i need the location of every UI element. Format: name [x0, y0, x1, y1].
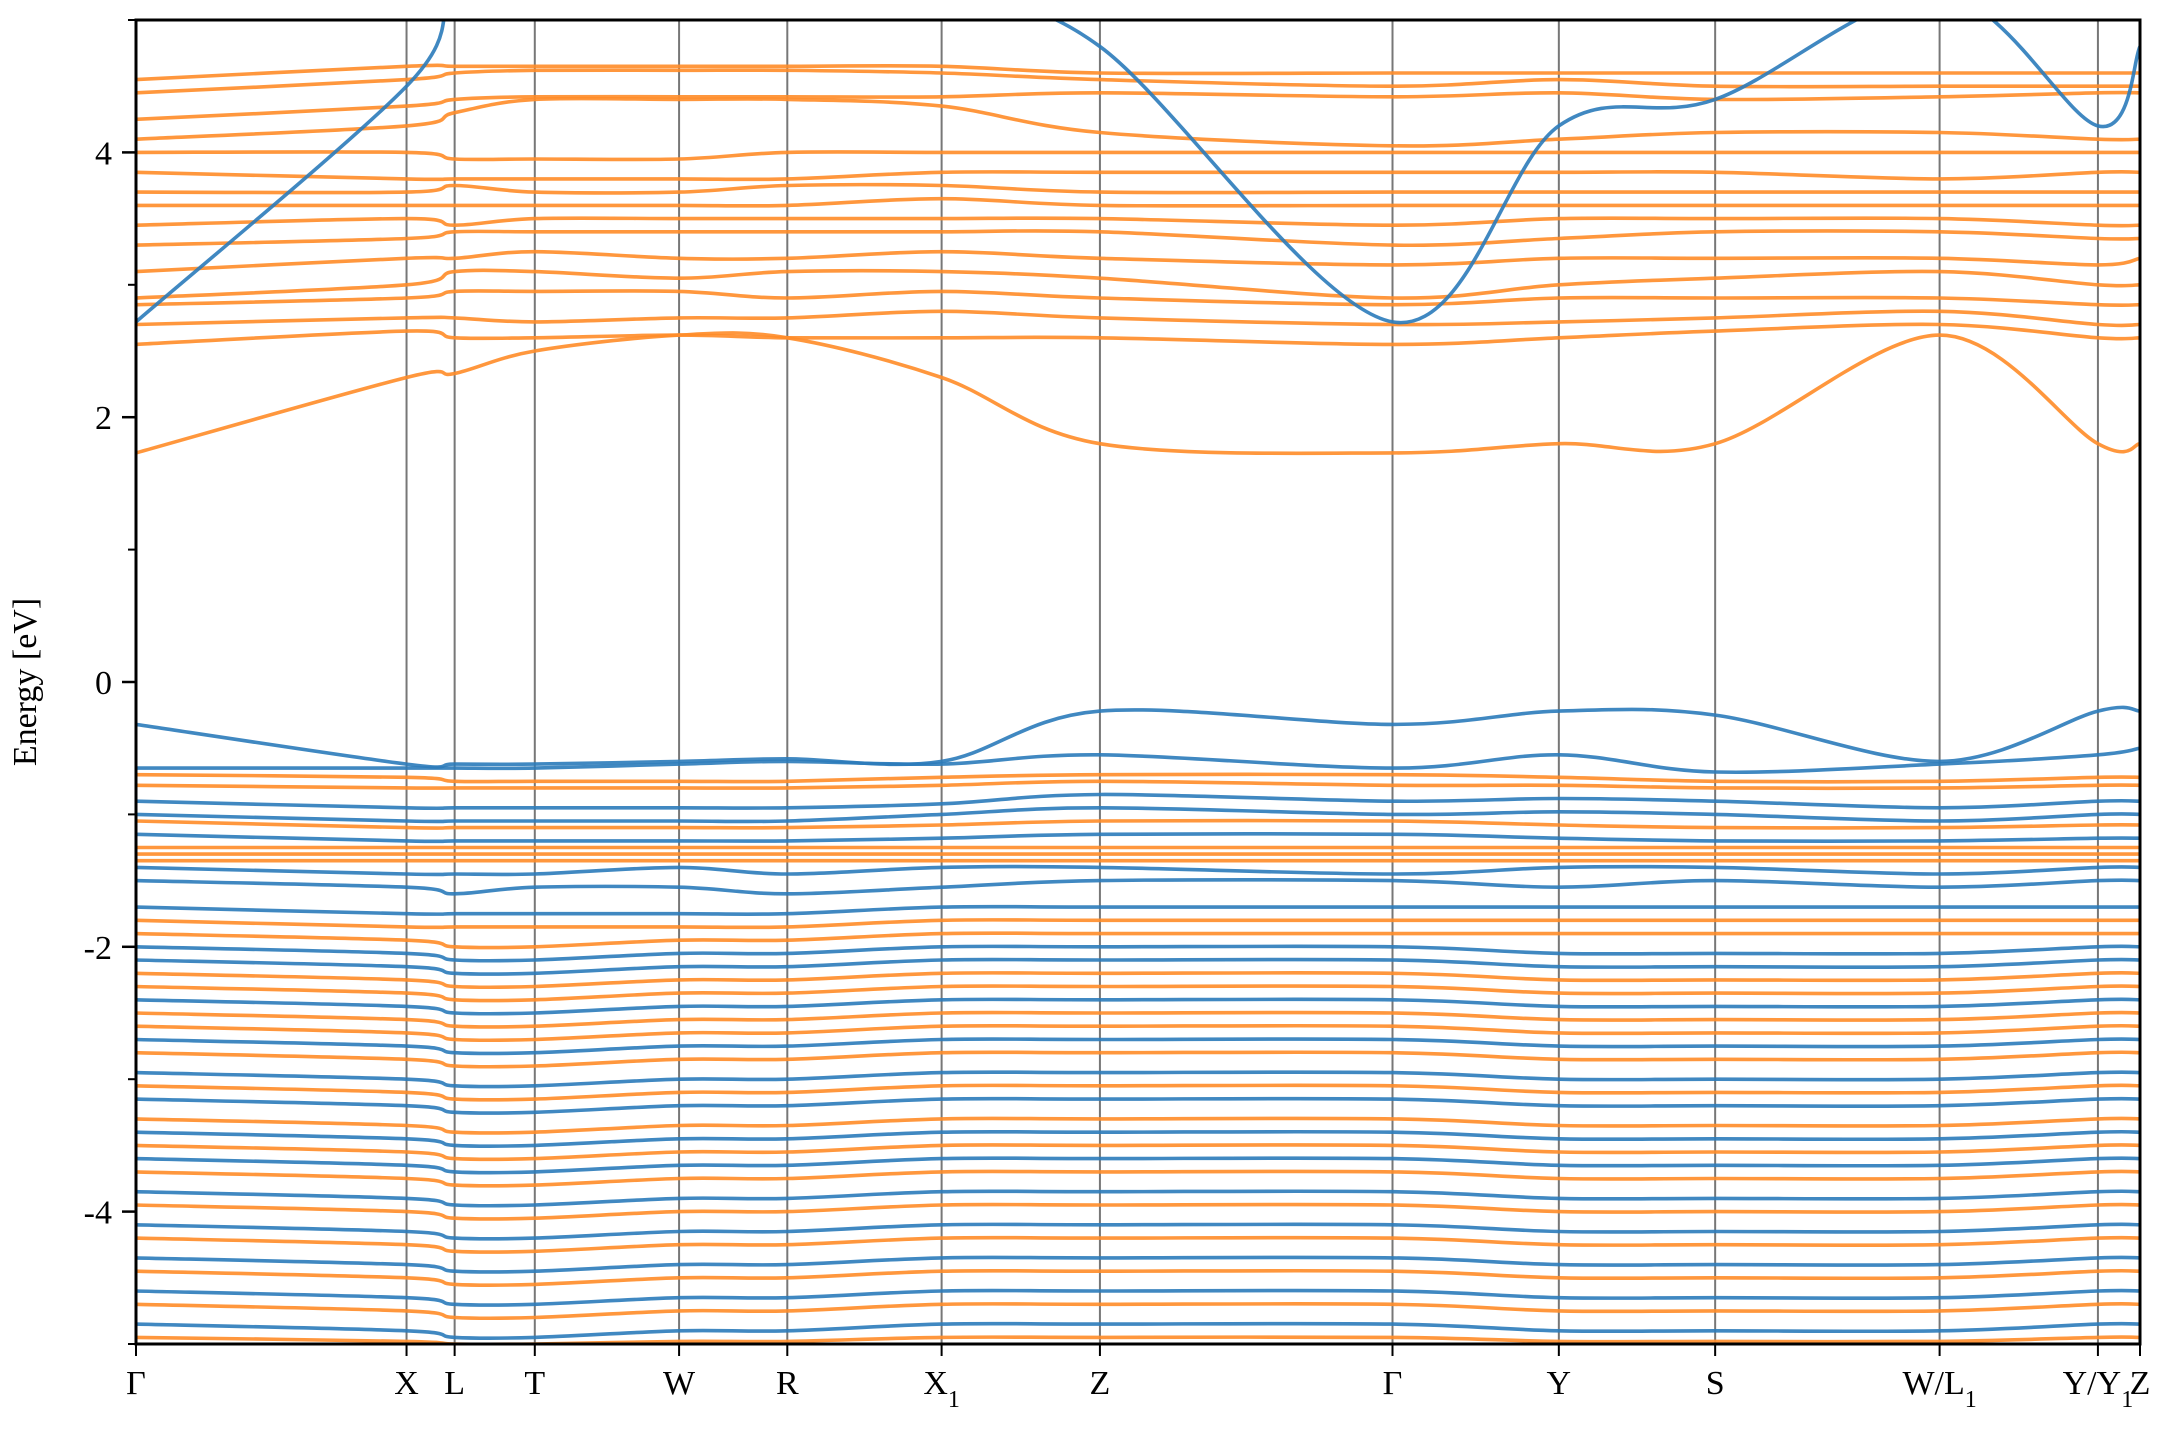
band-line-3: [136, 289, 2140, 307]
band-line-6: [136, 229, 2140, 248]
band-line-49: [136, 1169, 2140, 1188]
band-line-59: [136, 1335, 2140, 1344]
band-line-15: [136, 63, 2140, 82]
band-line-10: [136, 170, 2140, 182]
band-line-55: [136, 1268, 2140, 1288]
band-line-42: [136, 1070, 2140, 1089]
band-line-20: [136, 779, 2140, 791]
band-line-33: [136, 944, 2140, 963]
x-tick-label-1: X: [394, 1365, 419, 1402]
band-line-17: [136, 705, 2140, 769]
band-line-47: [136, 1143, 2140, 1162]
band-line-51: [136, 1202, 2140, 1221]
band-line-4: [136, 268, 2140, 300]
band-lines: [136, 20, 2140, 1344]
band-line-16: [136, 20, 2140, 325]
x-tick-label-9: Y: [1547, 1365, 1572, 1402]
x-tick-label-4: W: [663, 1365, 696, 1402]
band-line-29: [136, 877, 2140, 896]
band-line-54: [136, 1255, 2140, 1274]
band-line-48: [136, 1156, 2140, 1175]
band-line-19: [136, 772, 2140, 784]
band-line-2: [136, 309, 2140, 328]
band-line-58: [136, 1321, 2140, 1341]
x-tick-label-6: X1: [923, 1365, 960, 1413]
band-line-53: [136, 1235, 2140, 1254]
band-line-38: [136, 1010, 2140, 1029]
band-line-56: [136, 1288, 2140, 1307]
band-line-50: [136, 1189, 2140, 1208]
band-line-32: [136, 931, 2140, 950]
band-line-30: [136, 904, 2140, 916]
y-tick-label-2: 0: [95, 665, 112, 702]
x-tick-label-7: Z: [1090, 1365, 1111, 1402]
x-tick-label-8: Γ: [1383, 1365, 1403, 1402]
band-line-41: [136, 1050, 2140, 1069]
band-line-14: [136, 68, 2140, 95]
band-line-34: [136, 957, 2140, 976]
y-tick-label-0: -4: [84, 1195, 112, 1232]
band-line-57: [136, 1302, 2140, 1321]
y-axis-ticks: -4 -2 0 2 4: [84, 19, 136, 1345]
band-line-8: [136, 196, 2140, 208]
band-line-45: [136, 1116, 2140, 1135]
band-line-35: [136, 971, 2140, 990]
band-line-24: [136, 831, 2140, 844]
x-tick-label-12: Y/Y1: [2063, 1365, 2134, 1413]
high-symmetry-lines: [405, 20, 2099, 1344]
band-line-37: [136, 997, 2140, 1016]
band-line-23: [136, 818, 2140, 830]
band-line-28: [136, 864, 2140, 877]
band-line-46: [136, 1129, 2140, 1149]
band-line-0: [136, 331, 2140, 456]
band-line-18: [136, 746, 2140, 775]
band-line-39: [136, 1023, 2140, 1043]
band-line-12: [136, 96, 2140, 148]
x-tick-label-3: T: [524, 1365, 545, 1402]
band-line-5: [136, 249, 2140, 274]
x-tick-label-2: L: [444, 1365, 465, 1402]
x-tick-label-5: R: [776, 1365, 799, 1402]
band-line-9: [136, 182, 2140, 195]
band-line-44: [136, 1096, 2140, 1115]
band-line-40: [136, 1037, 2140, 1056]
band-line-7: [136, 216, 2140, 228]
y-tick-label-1: -2: [84, 930, 112, 967]
x-tick-label-0: Γ: [126, 1365, 146, 1402]
band-line-52: [136, 1222, 2140, 1241]
band-line-22: [136, 805, 2140, 824]
band-line-36: [136, 984, 2140, 1003]
band-line-13: [136, 90, 2140, 122]
band-line-31: [136, 918, 2140, 930]
x-tick-label-11: W/L1: [1902, 1365, 1976, 1413]
x-tick-label-10: S: [1706, 1365, 1725, 1402]
y-tick-label-4: 4: [95, 135, 112, 172]
band-line-21: [136, 792, 2140, 811]
band-line-43: [136, 1083, 2140, 1102]
band-line-1: [136, 322, 2140, 347]
y-tick-label-3: 2: [95, 400, 112, 437]
x-tick-label-13: Z: [2130, 1365, 2151, 1402]
x-axis-ticks: Γ X L T W R X1 Z Γ Y S W/L1 Y/Y1Z: [126, 1344, 2150, 1413]
y-axis-label: Energy [eV]: [7, 598, 44, 766]
band-line-11: [136, 150, 2140, 162]
